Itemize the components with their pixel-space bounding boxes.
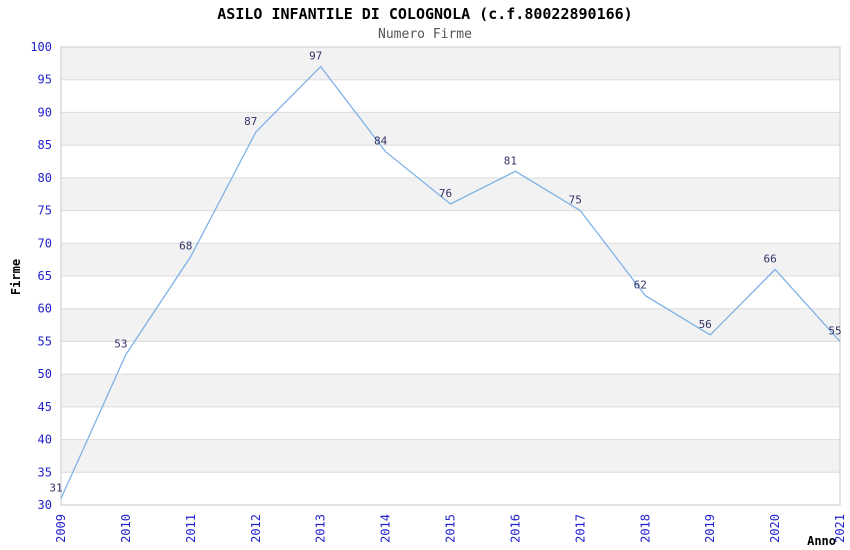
series-line	[60, 65, 841, 499]
data-point-label: 68	[179, 239, 192, 252]
y-tick-label: 65	[38, 269, 52, 283]
x-tick-label: 2015	[444, 514, 458, 543]
y-tick-label: 85	[38, 138, 52, 152]
y-tick-label: 100	[30, 40, 52, 54]
y-tick-label: 45	[38, 400, 52, 414]
gridlines	[61, 79, 840, 473]
y-tick-label: 30	[38, 498, 52, 512]
x-tick-label: 2016	[508, 514, 522, 543]
y-tick-label: 55	[38, 334, 52, 348]
x-tick-label: 2010	[119, 514, 133, 543]
y-tick-label: 70	[38, 236, 52, 250]
data-point-label: 76	[439, 187, 452, 200]
y-tick-label: 60	[38, 302, 52, 316]
chart-subtitle: Numero Firme	[378, 27, 472, 42]
data-point-label: 53	[114, 338, 127, 351]
x-tick-label: 2009	[54, 514, 68, 543]
x-axis-title: Anno	[807, 534, 836, 548]
x-tick-label: 2018	[638, 514, 652, 543]
x-tick-label: 2017	[573, 514, 587, 543]
data-point-label: 81	[504, 154, 517, 167]
plot-border	[60, 46, 841, 506]
data-point-label: 75	[569, 194, 582, 207]
plot-bands	[61, 47, 840, 473]
data-point-label: 97	[309, 50, 322, 63]
y-axis-tick-labels: 30 35 40 45 50 55 60 65 70 75 80 85 90 95 100	[30, 40, 52, 512]
x-tick-label: 2011	[184, 514, 198, 543]
y-tick-label: 80	[38, 171, 52, 185]
x-tick-label: 2014	[379, 514, 393, 543]
data-point-label: 84	[374, 135, 388, 148]
data-point-label: 56	[699, 318, 712, 331]
data-point-label: 55	[828, 324, 841, 337]
data-point-label: 62	[634, 279, 647, 292]
x-tick-label: 2020	[768, 514, 782, 543]
y-tick-label: 95	[38, 73, 52, 87]
y-tick-label: 75	[38, 204, 52, 218]
x-tick-label: 2013	[314, 514, 328, 543]
x-tick-label: 2019	[703, 514, 717, 543]
data-point-label: 31	[49, 482, 62, 495]
chart-title: ASILO INFANTILE DI COLOGNOLA (c.f.800228…	[217, 5, 632, 23]
x-tick-label: 2012	[249, 514, 263, 543]
x-axis-tick-labels: 2009 2010 2011 2012 2013 2014 2015 2016 2017 2018…	[54, 514, 847, 543]
data-point-label: 87	[244, 115, 257, 128]
y-tick-label: 90	[38, 105, 52, 119]
data-point-label: 66	[763, 253, 776, 266]
y-tick-label: 40	[38, 433, 52, 447]
x-tick-label: 2021	[833, 514, 847, 543]
data-labels: 31 53 68 87 97 84 76 81 75 62 56 66 55	[49, 50, 841, 495]
y-axis-title: Firme	[9, 259, 23, 295]
y-tick-label: 35	[38, 465, 52, 479]
y-tick-label: 50	[38, 367, 52, 381]
